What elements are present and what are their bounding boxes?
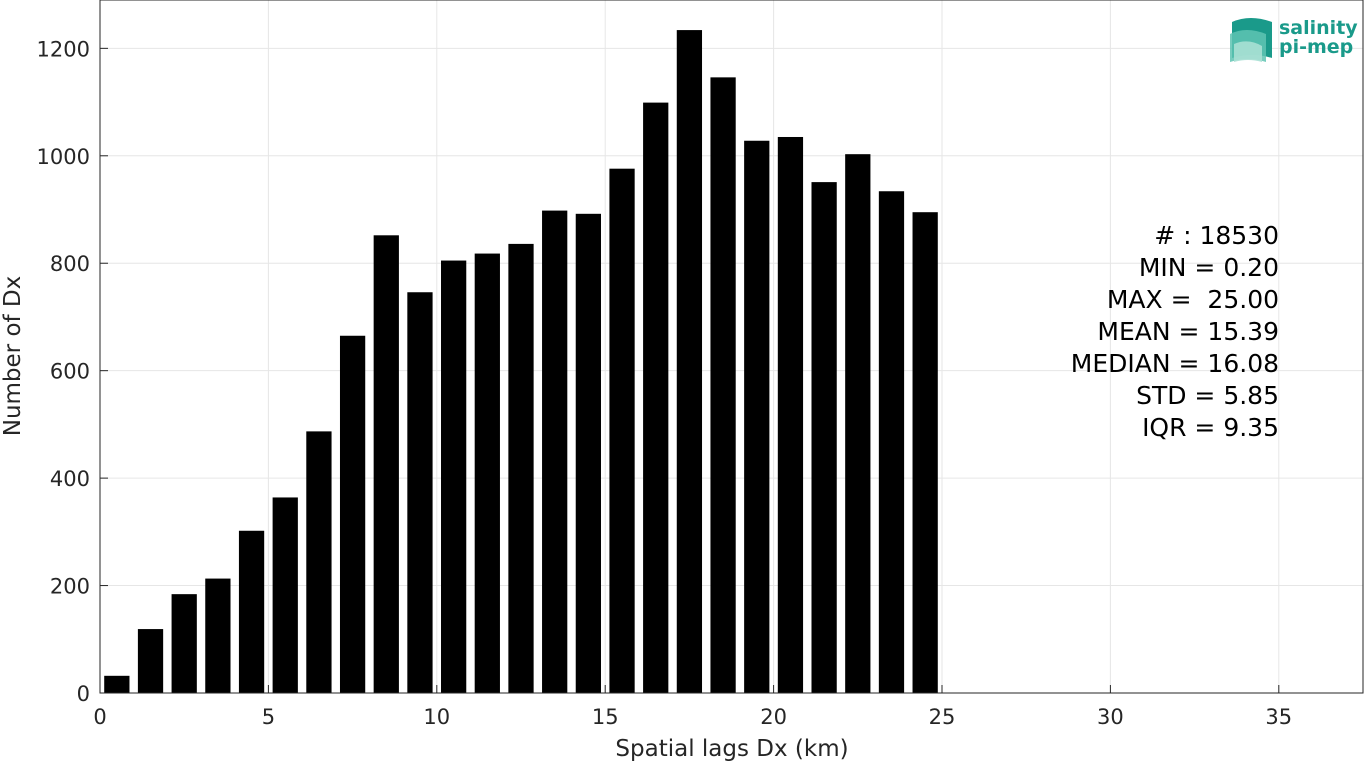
histogram-bar [744,140,770,693]
salinity-pimep-logo: salinity pi-mep [1230,17,1358,62]
histogram-bar [339,335,366,693]
y-axis-title: Number of Dx [0,276,26,437]
histogram-bar [878,191,905,693]
y-tick-label: 1000 [37,145,90,169]
histogram-bar [811,182,837,693]
histogram-bar [474,253,500,693]
y-tick-label: 200 [50,575,90,599]
histogram-bar [845,154,871,693]
histogram-bar [710,77,736,693]
histogram-bar [609,168,635,693]
y-tick-label: 1200 [37,37,90,61]
x-tick-label: 20 [760,705,787,729]
histogram-bar [171,594,197,693]
stats-min: MIN = 0.20 [1139,253,1279,282]
x-tick-label: 0 [93,705,106,729]
x-tick-label: 30 [1097,705,1124,729]
histogram-bar [508,243,534,694]
y-tick-label: 400 [50,467,90,491]
logo-line-1: salinity [1279,17,1358,39]
histogram-bar [137,629,164,693]
histogram-bar [373,235,399,693]
x-tick-label: 10 [423,705,450,729]
y-tick-label: 0 [77,682,90,706]
bars [104,30,938,694]
x-tick-label: 25 [929,705,956,729]
histogram-bar [542,210,568,693]
stats-mean: MEAN = 15.39 [1097,317,1279,346]
histogram-bar [205,578,231,693]
logo-line-2: pi-mep [1279,36,1353,58]
histogram-bar [676,30,703,693]
histogram-bar [238,530,265,693]
histogram-bar [104,675,130,693]
histogram-bar [643,102,669,693]
stats-box: # : 18530 MIN = 0.20 MAX = 25.00 MEAN = … [1071,221,1279,442]
stats-std: STD = 5.85 [1136,381,1279,410]
histogram-bar [306,431,332,693]
x-tick-label: 15 [592,705,619,729]
histogram-bar [272,497,298,693]
axes-box [99,0,1364,694]
histogram-bar [407,292,433,693]
x-axis-title: Spatial lags Dx (km) [615,736,848,762]
stats-iqr: IQR = 9.35 [1142,413,1279,442]
stats-max: MAX = 25.00 [1107,285,1279,314]
histogram-bar [777,136,804,693]
x-tick-label: 5 [262,705,275,729]
x-tick-labels: 0 5 10 15 20 25 30 35 [93,705,1292,729]
wave-icon [1230,18,1272,62]
y-tick-label: 800 [50,252,90,276]
stats-median: MEDIAN = 16.08 [1071,349,1279,378]
x-tick-label: 35 [1265,705,1292,729]
ticks [99,47,1280,694]
histogram-bar [912,212,938,693]
y-tick-label: 600 [50,360,90,384]
y-tick-labels: 0 200 400 600 800 1000 1200 [37,37,90,706]
stats-count: # : 18530 [1154,221,1279,250]
histogram-bar [575,213,601,693]
histogram-bar [441,260,467,693]
